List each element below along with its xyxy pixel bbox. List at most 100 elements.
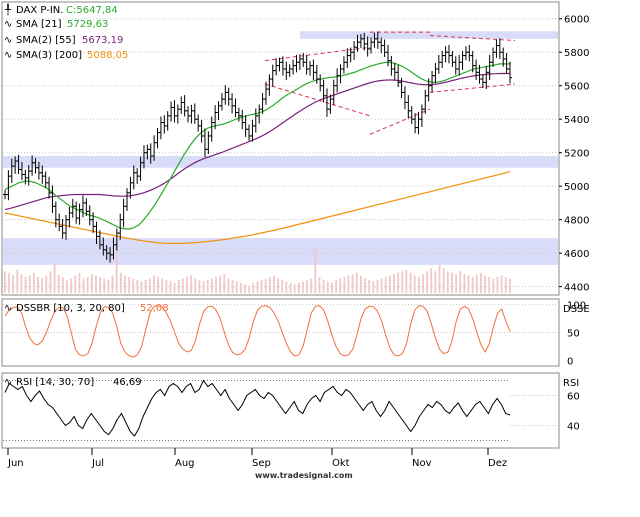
volume-bar bbox=[310, 278, 313, 293]
channel-line bbox=[369, 108, 431, 135]
rsi-plot-frame bbox=[1, 372, 560, 449]
volume-bar bbox=[409, 272, 412, 293]
volume-bar bbox=[244, 284, 246, 293]
volume-bars bbox=[4, 248, 511, 293]
rsi-panel-label: RSI bbox=[563, 378, 579, 389]
legend-sma21-name: SMA [21] bbox=[16, 19, 62, 30]
wave-icon: ∿ bbox=[4, 35, 12, 46]
channel-line bbox=[429, 34, 516, 42]
y-tick-label: 5200 bbox=[564, 149, 589, 160]
volume-bar bbox=[16, 269, 19, 293]
stoch-panel: 0 50 100 ∿ DSSBR [10, 3, 20, 80] 52,08 DSS… bbox=[1, 298, 590, 368]
y-tick-label: 5800 bbox=[564, 48, 589, 59]
volume-bar bbox=[314, 248, 317, 293]
x-tick-label: Aug bbox=[175, 458, 195, 469]
volume-bar bbox=[128, 277, 130, 293]
volume-bar bbox=[359, 275, 362, 293]
volume-bar bbox=[484, 275, 486, 293]
volume-bar bbox=[297, 282, 300, 293]
volume-bar bbox=[384, 277, 387, 293]
price-legend: ╀ DAX P-IN. C:5647,84 ∿ SMA [21] 5729,63… bbox=[4, 3, 128, 61]
volume-bar bbox=[148, 278, 151, 293]
y-tick-label: 4800 bbox=[564, 216, 589, 227]
volume-bar bbox=[161, 278, 164, 293]
volume-bar bbox=[492, 278, 495, 293]
volume-bar bbox=[99, 277, 102, 293]
volume-bar bbox=[70, 278, 73, 293]
volume-bar bbox=[144, 279, 147, 293]
volume-bar bbox=[190, 275, 193, 293]
trend-channel bbox=[264, 31, 516, 135]
legend-sma200-value: 5088,05 bbox=[87, 50, 128, 61]
y-tick-label: 60 bbox=[567, 392, 580, 403]
volume-bar bbox=[28, 275, 31, 293]
x-tick-label: Sep bbox=[252, 458, 271, 469]
y-tick-label: 5600 bbox=[564, 82, 589, 93]
volume-bar bbox=[289, 282, 292, 293]
volume-bar bbox=[136, 279, 139, 293]
volume-bar bbox=[107, 279, 110, 293]
volume-bar bbox=[318, 277, 321, 293]
volume-bar bbox=[413, 275, 416, 293]
volume-bar bbox=[215, 277, 217, 293]
volume-bar bbox=[393, 274, 395, 293]
volume-bar bbox=[4, 271, 6, 293]
volume-bar bbox=[153, 275, 155, 293]
volume-bar bbox=[273, 275, 275, 293]
legend-rsi-value: 46,69 bbox=[113, 377, 142, 388]
volume-bar bbox=[227, 278, 230, 293]
rsi-line bbox=[4, 379, 511, 437]
volume-bar bbox=[115, 249, 118, 293]
volume-bar bbox=[380, 278, 383, 293]
volume-bar bbox=[351, 274, 354, 293]
volume-bar bbox=[339, 278, 342, 293]
volume-bar bbox=[459, 271, 462, 293]
volume-bar bbox=[264, 278, 267, 293]
legend-price-name: DAX P-IN. bbox=[16, 5, 63, 16]
legend-sma55-value: 5673,19 bbox=[82, 35, 123, 46]
volume-bar bbox=[90, 274, 93, 293]
volume-bar bbox=[86, 277, 89, 293]
stoch-line bbox=[4, 305, 511, 358]
volume-bar bbox=[32, 272, 35, 293]
volume-bar bbox=[12, 274, 15, 293]
volume-bar bbox=[198, 279, 201, 293]
volume-bar bbox=[95, 275, 97, 293]
channel-line bbox=[429, 83, 516, 93]
volume-bar bbox=[376, 279, 379, 293]
wave-icon: ∿ bbox=[4, 377, 12, 388]
sma55-line bbox=[4, 72, 510, 211]
rsi-series bbox=[4, 379, 511, 437]
y-tick-label: 5400 bbox=[564, 115, 589, 126]
stoch-gridlines bbox=[3, 304, 558, 333]
volume-bar bbox=[45, 275, 48, 293]
y-tick-label: 50 bbox=[567, 329, 580, 340]
rsi-gridlines bbox=[3, 380, 558, 441]
volume-bar bbox=[194, 278, 197, 293]
volume-bar bbox=[260, 279, 263, 293]
volume-bar bbox=[124, 275, 126, 293]
volume-bar bbox=[509, 278, 511, 293]
volume-bar bbox=[140, 281, 143, 293]
credit-text: www.tradesignal.com bbox=[255, 471, 353, 480]
volume-bar bbox=[422, 274, 424, 293]
channel-line bbox=[264, 83, 371, 117]
volume-bar bbox=[252, 282, 255, 293]
rsi-panel: 40 60 ∿ RSI [14, 30, 70] 46,69 RSI bbox=[1, 372, 580, 449]
legend-price-value: C:5647,84 bbox=[66, 5, 118, 16]
volume-bar bbox=[231, 279, 234, 293]
volume-bar bbox=[405, 269, 408, 293]
volume-bar bbox=[426, 271, 429, 293]
y-tick-label: 0 bbox=[567, 356, 573, 367]
volume-bar bbox=[471, 277, 474, 293]
volume-bar bbox=[49, 271, 52, 293]
volume-bar bbox=[488, 277, 491, 293]
y-tick-label: 40 bbox=[567, 422, 580, 433]
volume-bar bbox=[388, 275, 391, 293]
volume-bar bbox=[41, 278, 44, 293]
volume-bar bbox=[397, 272, 400, 293]
legend-stoch-name: DSSBR [10, 3, 20, 80] bbox=[16, 303, 125, 314]
sma21-line bbox=[4, 61, 510, 230]
price-support-bands bbox=[3, 31, 558, 265]
stoch-y-axis: 0 50 100 bbox=[567, 301, 586, 368]
